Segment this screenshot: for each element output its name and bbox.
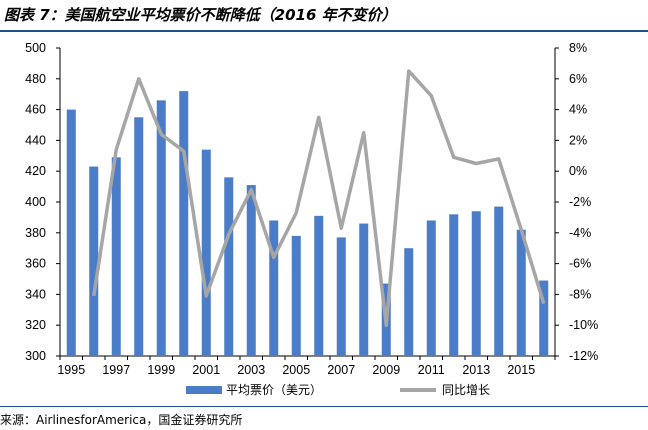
right-tick-label: 8% bbox=[569, 41, 587, 55]
bar bbox=[156, 100, 166, 356]
x-tick-label: 2001 bbox=[192, 363, 220, 377]
x-tick-label: 2009 bbox=[372, 363, 400, 377]
legend-line-label: 同比增长 bbox=[442, 383, 490, 397]
left-tick-label: 480 bbox=[25, 72, 46, 86]
right-tick-label: -12% bbox=[569, 349, 598, 363]
bar bbox=[134, 117, 144, 356]
bar bbox=[291, 235, 301, 356]
left-tick-label: 300 bbox=[25, 349, 46, 363]
left-tick-label: 400 bbox=[25, 195, 46, 209]
left-tick-label: 320 bbox=[25, 318, 46, 332]
left-tick-label: 420 bbox=[25, 164, 46, 178]
bar bbox=[426, 220, 436, 356]
bar bbox=[404, 248, 414, 356]
bar bbox=[89, 166, 99, 356]
x-tick-label: 2013 bbox=[462, 363, 490, 377]
source-divider bbox=[0, 406, 648, 407]
right-tick-label: -4% bbox=[569, 226, 591, 240]
bar bbox=[66, 109, 76, 356]
right-tick-label: -2% bbox=[569, 195, 591, 209]
x-tick-label: 2005 bbox=[282, 363, 310, 377]
source-note: 来源：AirlinesforAmerica，国金证券研究所 bbox=[0, 413, 243, 427]
x-tick-label: 1999 bbox=[147, 363, 175, 377]
right-tick-label: -6% bbox=[569, 257, 591, 271]
bar bbox=[494, 206, 504, 356]
x-tick-label: 2003 bbox=[237, 363, 265, 377]
bar bbox=[516, 229, 526, 356]
x-tick-label: 1997 bbox=[102, 363, 130, 377]
bar bbox=[471, 211, 481, 356]
legend-bar-swatch bbox=[186, 386, 222, 394]
bar bbox=[449, 214, 459, 356]
legend-bar-label: 平均票价（美元） bbox=[226, 383, 322, 397]
bar bbox=[269, 220, 279, 356]
title-divider bbox=[0, 30, 648, 32]
left-tick-label: 380 bbox=[25, 226, 46, 240]
bar bbox=[179, 91, 189, 356]
bar bbox=[246, 185, 256, 356]
left-tick-label: 440 bbox=[25, 133, 46, 147]
x-tick-label: 2015 bbox=[507, 363, 535, 377]
bar bbox=[336, 237, 346, 356]
left-tick-label: 340 bbox=[25, 287, 46, 301]
bar bbox=[359, 223, 369, 356]
bar bbox=[201, 149, 211, 356]
right-tick-label: 2% bbox=[569, 133, 587, 147]
chart-area: 300 320 340 360 380 400 420 440 460 480 500 -12% -10… bbox=[25, 41, 598, 397]
bar bbox=[111, 157, 121, 356]
x-tick-label: 2007 bbox=[327, 363, 355, 377]
right-tick-label: -8% bbox=[569, 287, 591, 301]
left-tick-label: 360 bbox=[25, 257, 46, 271]
chart-title: 图表 7：美国航空业平均票价不断降低（2016 年不变价） bbox=[4, 6, 397, 24]
x-tick-label: 2011 bbox=[418, 363, 445, 377]
left-tick-label: 500 bbox=[25, 41, 46, 55]
right-tick-label: 0% bbox=[569, 164, 587, 178]
bar bbox=[539, 280, 549, 356]
right-tick-label: 4% bbox=[569, 103, 587, 117]
left-tick-label: 460 bbox=[25, 103, 46, 117]
right-tick-label: -10% bbox=[569, 318, 598, 332]
right-tick-label: 6% bbox=[569, 72, 587, 86]
x-tick-label: 1995 bbox=[57, 363, 85, 377]
bar bbox=[224, 177, 234, 356]
bar bbox=[314, 215, 324, 356]
